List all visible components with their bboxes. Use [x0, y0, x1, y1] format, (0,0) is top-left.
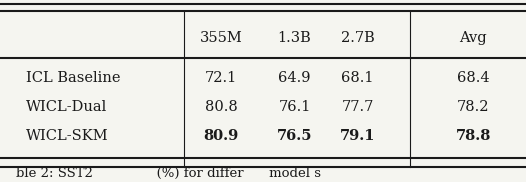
Text: WICL-Dual: WICL-Dual: [26, 100, 107, 114]
Text: 76.1: 76.1: [278, 100, 311, 114]
Text: 72.1: 72.1: [205, 71, 237, 85]
Text: ble 2: SST2               (%) for differ      model s: ble 2: SST2 (%) for differ model s: [16, 167, 321, 180]
Text: 78.2: 78.2: [457, 100, 490, 114]
Text: WICL-SKM: WICL-SKM: [26, 130, 109, 143]
Text: 1.3B: 1.3B: [278, 31, 311, 45]
Text: 64.9: 64.9: [278, 71, 311, 85]
Text: 355M: 355M: [199, 31, 242, 45]
Text: 2.7B: 2.7B: [341, 31, 375, 45]
Text: 80.9: 80.9: [203, 130, 239, 143]
Text: Avg: Avg: [460, 31, 487, 45]
Text: 76.5: 76.5: [277, 130, 312, 143]
Text: 79.1: 79.1: [340, 130, 376, 143]
Text: ICL Baseline: ICL Baseline: [26, 71, 121, 85]
Text: 80.8: 80.8: [205, 100, 237, 114]
Text: 68.1: 68.1: [341, 71, 374, 85]
Text: 77.7: 77.7: [341, 100, 374, 114]
Text: 78.8: 78.8: [456, 130, 491, 143]
Text: 68.4: 68.4: [457, 71, 490, 85]
